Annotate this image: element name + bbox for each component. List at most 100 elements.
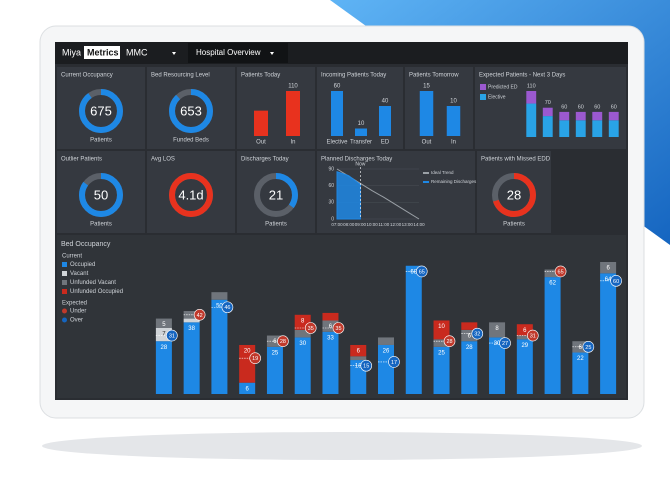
expected-marker <box>193 308 206 321</box>
segment-label: 6 <box>246 386 250 392</box>
expected-label: 46 <box>224 305 230 311</box>
segment-label: 6 <box>523 328 527 334</box>
panel <box>405 67 473 149</box>
total-label: 60 <box>561 104 567 110</box>
segment-label: 50 <box>216 303 223 309</box>
legend-swatch <box>480 94 486 100</box>
bar-segment <box>461 322 478 330</box>
expected-marker <box>249 352 261 364</box>
donut-label: Patients <box>90 222 112 228</box>
bar-segment <box>322 320 339 332</box>
segment-label: 33 <box>327 335 334 341</box>
bar-segment <box>183 322 200 394</box>
expected-marker <box>499 337 511 349</box>
panel-title: Bed Resourcing Level <box>151 73 210 79</box>
segment-label: 8 <box>495 326 499 332</box>
segment-label: 25 <box>438 350 445 356</box>
panel-title: Incoming Patients Today <box>321 73 386 79</box>
expected-label: 31 <box>169 333 175 339</box>
expected-marker <box>471 327 484 340</box>
segment-label: 38 <box>188 326 195 332</box>
category-label: Transfer <box>350 140 372 146</box>
legend-label: Over <box>70 318 83 324</box>
segment-label: 6 <box>468 333 472 339</box>
legend-label: Unfunded Vacant <box>70 280 116 286</box>
expected-label: 65 <box>558 269 564 275</box>
legend-swatch <box>62 280 67 285</box>
expected-label: 25 <box>585 345 591 351</box>
bar-segment <box>559 111 570 121</box>
bar-segment <box>433 320 450 340</box>
x-tick-label: 14:00 <box>413 222 425 227</box>
expected-marker <box>360 359 373 372</box>
total-label: 70 <box>545 100 551 106</box>
value-label: 60 <box>334 84 341 90</box>
expected-label: 19 <box>252 356 258 362</box>
legend-label: Occupied <box>70 262 95 268</box>
expected-label: 35 <box>335 326 341 332</box>
expected-marker <box>388 356 400 368</box>
y-tick-label: 60 <box>328 183 334 189</box>
donut-value: 50 <box>94 187 108 202</box>
expected-label: 35 <box>308 326 314 332</box>
segment-label: 20 <box>244 349 251 355</box>
caret <box>270 52 274 55</box>
menu-box[interactable] <box>188 43 288 63</box>
bar-segment <box>378 344 394 394</box>
site-select[interactable]: MMC <box>126 47 148 57</box>
expected-label: 60 <box>613 279 619 285</box>
x-tick-label: 13:00 <box>402 222 414 227</box>
panel-title: Planned Discharges Today <box>321 157 392 163</box>
expected-label: 15 <box>363 364 369 370</box>
bar-segment <box>600 262 617 274</box>
bar-segment <box>592 120 603 137</box>
legend-swatch <box>62 271 67 276</box>
expected-label: 31 <box>530 333 536 339</box>
shadow <box>42 432 642 460</box>
y-tick-label: 30 <box>328 200 334 206</box>
menu[interactable]: Hospital Overview <box>196 48 261 57</box>
donut-value: 28 <box>507 187 521 202</box>
x-tick-label: 09:00 <box>355 222 367 227</box>
bar-segment <box>600 273 617 394</box>
segment-label: 5 <box>162 322 166 328</box>
bar-segment <box>516 324 533 336</box>
bar-segment <box>575 111 586 121</box>
category-label: Out <box>256 140 266 146</box>
bar <box>419 91 434 136</box>
legend-label: Ideal Trend <box>431 170 454 175</box>
legend-swatch <box>62 317 67 323</box>
legend-label: Elective <box>488 94 506 100</box>
segment-label: 22 <box>577 356 584 362</box>
panel <box>57 151 145 233</box>
value-label: 10 <box>358 121 365 127</box>
bar-segment <box>433 346 450 394</box>
category-label: Elective <box>326 140 348 146</box>
legend-label: Under <box>70 309 86 315</box>
expected-marker <box>277 335 289 348</box>
value-label: 15 <box>423 84 430 90</box>
donut-arc <box>169 173 213 217</box>
legend-swatch <box>62 289 67 294</box>
donut-arc <box>79 89 123 133</box>
segment-label: 6 <box>357 349 361 355</box>
bar-segment <box>322 331 339 394</box>
segment-label: 64 <box>605 277 612 283</box>
legend-label: Predicted ED <box>488 84 518 90</box>
donut-value: 21 <box>269 187 283 202</box>
expected-marker <box>582 341 595 353</box>
panel-title: Patients Tomorrow <box>409 73 459 79</box>
legend-swatch <box>62 308 67 314</box>
donut-value: 4.1d <box>178 187 203 202</box>
bar-segment <box>544 269 561 278</box>
expected-label: 17 <box>391 360 397 366</box>
bar-segment <box>544 277 561 394</box>
bar-segment <box>516 339 533 394</box>
bar <box>331 91 343 136</box>
segment-label: 7 <box>162 332 166 338</box>
segment-label: 30 <box>494 341 501 347</box>
bar-segment <box>211 299 228 394</box>
bar-segment <box>608 120 619 137</box>
panel-title: Avg LOS <box>151 157 175 163</box>
caret <box>172 52 176 55</box>
